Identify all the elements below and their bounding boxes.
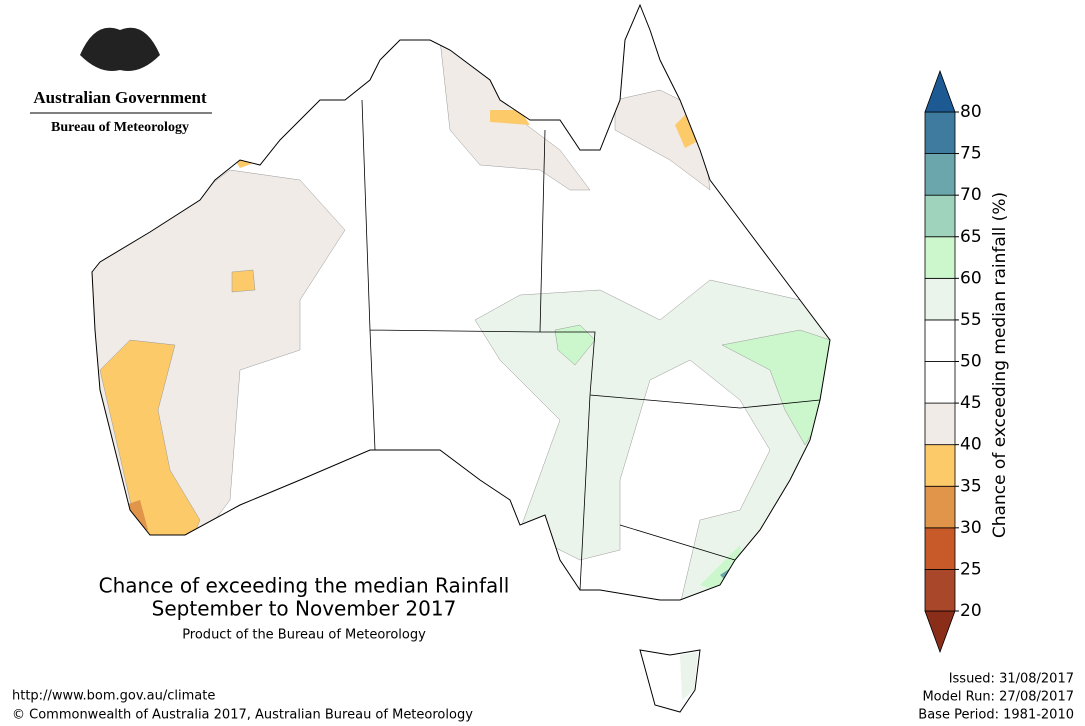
colorbar-band [924, 236, 956, 279]
colorbar-tick-label: 25 [960, 559, 982, 579]
issued: Issued: 31/08/2017 [949, 672, 1074, 687]
crest [80, 27, 160, 71]
logo-line2: Bureau of Meteorology [51, 120, 189, 135]
colorbar-band [924, 402, 956, 446]
colorbar-band [924, 277, 956, 321]
colorbar-band [924, 194, 956, 238]
base-period: Base Period: 1981-2010 [918, 708, 1074, 723]
colorbar-tick-label: 40 [960, 435, 982, 455]
map-title: Chance of exceeding the median Rainfall [99, 574, 510, 598]
colorbar-band [924, 444, 956, 487]
colorbar-tick-label: 70 [960, 185, 982, 205]
colorbar-band [924, 153, 956, 196]
colorbar-tick-label: 20 [960, 601, 982, 621]
colorbar-tick-label: 30 [960, 518, 982, 538]
logo-line1: Australian Government [33, 88, 207, 107]
colorbar-tick-label: 65 [960, 227, 982, 247]
model-run: Model Run: 27/08/2017 [922, 690, 1074, 705]
map-subtitle: September to November 2017 [152, 597, 457, 621]
credit: Product of the Bureau of Meteorology [182, 628, 426, 643]
colorbar-tick-label: 80 [960, 102, 982, 122]
colorbar-tick-label: 75 [960, 144, 982, 164]
colorbar-band [924, 361, 956, 404]
colorbar-band [924, 527, 956, 570]
colorbar-band [924, 111, 956, 154]
colorbar-band [924, 319, 956, 362]
legend-label: Chance of exceeding median rainfall (%) [990, 192, 1010, 538]
colorbar-tick-label: 60 [960, 268, 982, 288]
copyright: © Commonwealth of Australia 2017, Austra… [12, 708, 473, 723]
colorbar-tick-label: 50 [960, 352, 982, 372]
colorbar-tick-label: 55 [960, 310, 982, 330]
colorbar-band [924, 569, 956, 612]
url: http://www.bom.gov.au/climate [12, 689, 215, 704]
colorbar-high-arrow [924, 69, 956, 113]
colorbar: 20 25 30 35 40 45 50 55 60 65 70 75 80 [924, 69, 982, 654]
colorbar-tick-label: 45 [960, 393, 982, 413]
colorbar-low-arrow [924, 610, 956, 654]
logo: Australian Government Bureau of Meteorol… [30, 27, 212, 135]
colorbar-band [924, 485, 956, 529]
colorbar-tick-label: 35 [960, 476, 982, 496]
